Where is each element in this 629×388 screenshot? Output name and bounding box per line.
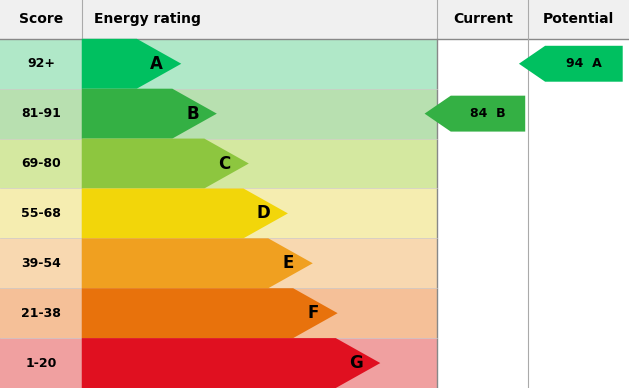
Bar xyxy=(528,189,629,238)
Bar xyxy=(528,89,629,139)
Polygon shape xyxy=(425,96,525,132)
Text: B: B xyxy=(186,105,199,123)
Polygon shape xyxy=(82,39,181,89)
Text: Potential: Potential xyxy=(543,12,615,26)
Bar xyxy=(437,39,528,89)
Bar xyxy=(0,89,82,139)
Polygon shape xyxy=(519,46,623,82)
Polygon shape xyxy=(82,288,338,338)
Text: C: C xyxy=(218,154,230,173)
Bar xyxy=(528,39,629,89)
Text: 94  A: 94 A xyxy=(566,57,602,70)
Bar xyxy=(0,0,629,39)
Polygon shape xyxy=(82,189,288,238)
Text: 55-68: 55-68 xyxy=(21,207,61,220)
Bar xyxy=(528,288,629,338)
Text: 69-80: 69-80 xyxy=(21,157,61,170)
Bar xyxy=(82,139,437,189)
Bar xyxy=(82,288,437,338)
Bar xyxy=(0,139,82,189)
Bar xyxy=(437,89,528,139)
Polygon shape xyxy=(82,238,313,288)
Bar xyxy=(82,89,437,139)
Bar xyxy=(528,338,629,388)
Polygon shape xyxy=(82,89,217,139)
Bar xyxy=(82,39,437,89)
Bar xyxy=(437,238,528,288)
Bar xyxy=(0,189,82,238)
Text: 81-91: 81-91 xyxy=(21,107,61,120)
Bar xyxy=(82,189,437,238)
Text: 1-20: 1-20 xyxy=(25,357,57,369)
Text: Current: Current xyxy=(453,12,513,26)
Bar xyxy=(528,238,629,288)
Polygon shape xyxy=(82,139,249,189)
Bar xyxy=(437,139,528,189)
Bar xyxy=(82,238,437,288)
Bar xyxy=(0,238,82,288)
Polygon shape xyxy=(82,338,381,388)
Text: F: F xyxy=(308,304,319,322)
Bar xyxy=(437,189,528,238)
Bar xyxy=(0,39,82,89)
Text: 21-38: 21-38 xyxy=(21,307,61,320)
Text: Score: Score xyxy=(19,12,63,26)
Text: E: E xyxy=(282,254,294,272)
Bar xyxy=(82,338,437,388)
Text: 92+: 92+ xyxy=(27,57,55,70)
Bar xyxy=(528,139,629,189)
Text: A: A xyxy=(150,55,164,73)
Text: D: D xyxy=(257,204,270,222)
Text: G: G xyxy=(349,354,363,372)
Text: 84  B: 84 B xyxy=(470,107,506,120)
Bar xyxy=(437,288,528,338)
Text: Energy rating: Energy rating xyxy=(94,12,201,26)
Text: 39-54: 39-54 xyxy=(21,257,61,270)
Bar xyxy=(437,338,528,388)
Bar xyxy=(0,288,82,338)
Bar xyxy=(0,338,82,388)
